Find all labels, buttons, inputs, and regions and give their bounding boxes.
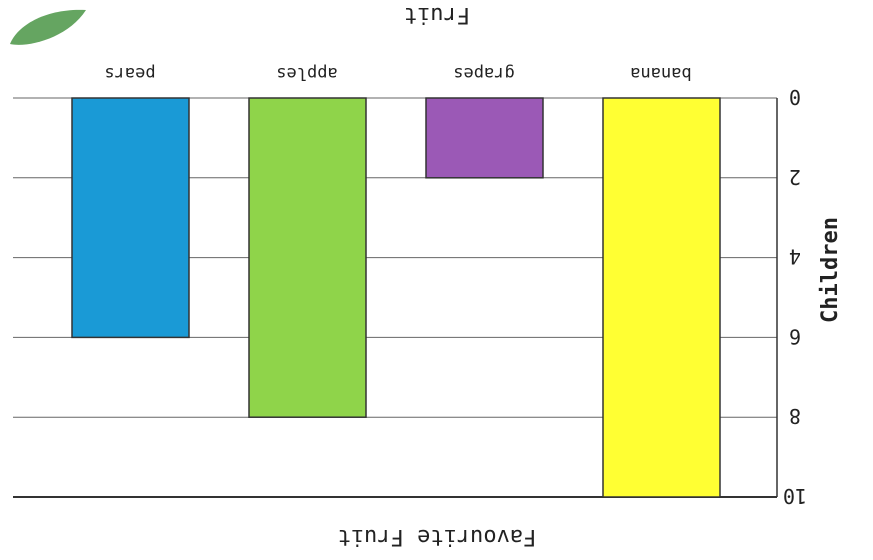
leaf-icon [10, 9, 86, 45]
x-tick-label: banana [630, 63, 691, 83]
y-tick-labels: 0 2 4 6 8 10 [783, 85, 807, 508]
bar-grapes [425, 97, 544, 179]
y-tick-label: 4 [789, 245, 801, 269]
y-axis-label: Children [818, 217, 843, 323]
bar-pears [71, 97, 190, 339]
y-tick-label: 2 [789, 165, 801, 189]
x-tick-labels: banana grapes apples pears [104, 63, 691, 83]
x-axis-label: Fruit [404, 2, 470, 27]
chart-title: Favourite Fruit [338, 524, 537, 549]
y-tick-label: 10 [783, 484, 807, 508]
bars [71, 97, 721, 498]
x-tick-label: pears [104, 63, 155, 83]
bar-banana [602, 97, 721, 498]
bar-apples [248, 97, 367, 418]
x-tick-label: apples [276, 63, 337, 83]
y-tick-label: 0 [789, 85, 801, 109]
x-tick-label: grapes [453, 63, 514, 83]
y-tick-label: 6 [789, 324, 801, 348]
y-tick-label: 8 [789, 404, 801, 428]
